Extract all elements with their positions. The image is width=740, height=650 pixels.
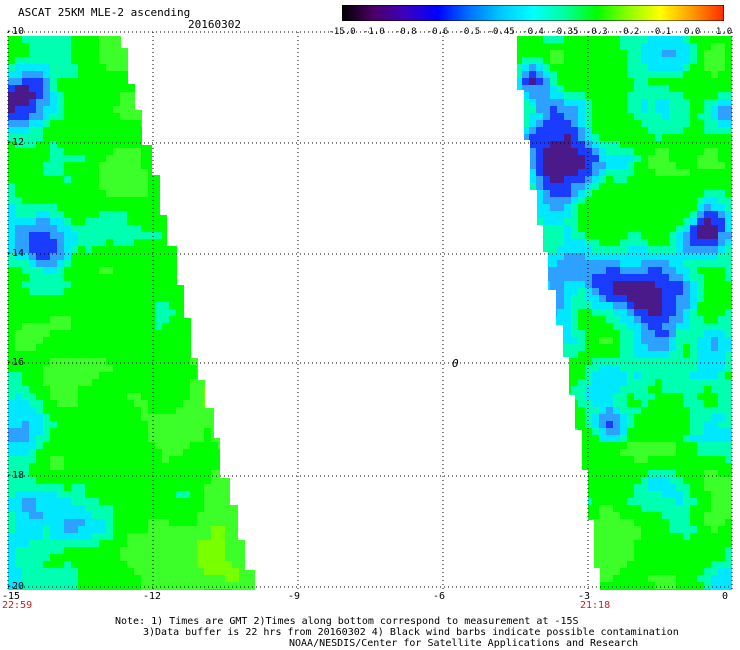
y-tick-label: -20 [6, 581, 25, 592]
colorbar-label: -0.6 [426, 27, 449, 37]
right-swath [517, 36, 732, 590]
y-tick-label: -18 [6, 470, 25, 481]
note-line-2: 3)Data buffer is 22 hrs from 20160302 4)… [143, 627, 679, 638]
y-tick-label: -12 [6, 137, 25, 148]
x-tick-label: 0 [722, 591, 729, 602]
left-swath [8, 36, 255, 590]
colorbar-label: -0.45 [487, 27, 515, 37]
y-tick-label: -16 [6, 357, 25, 368]
x-tick-label: -15 [2, 591, 21, 602]
colorbar-label: -0.5 [458, 27, 481, 37]
colorbar-label: -1.0 [362, 27, 385, 37]
map-date: 20160302 [188, 18, 241, 31]
time-right: 21:18 [580, 600, 611, 611]
x-tick-label: -12 [143, 591, 162, 602]
time-left: 22:59 [2, 600, 33, 611]
x-tick-label: -6 [433, 591, 446, 602]
note-line-1: Note: 1) Times are GMT 2)Times along bot… [115, 616, 579, 627]
center-mark: 0 [452, 357, 459, 370]
grid-lines [7, 31, 733, 590]
x-tick-label: -9 [288, 591, 301, 602]
note-line-3: NOAA/NESDIS/Center for Satellite Applica… [289, 638, 639, 649]
colorbar-label: -15.0 [328, 27, 356, 37]
map-title: ASCAT 25KM MLE-2 ascending [18, 6, 191, 19]
x-tick-label: -3 [578, 591, 591, 602]
y-tick-label: -10 [6, 26, 25, 37]
colorbar [342, 5, 724, 21]
y-tick-label: -14 [6, 248, 25, 259]
colorbar-label: -0.8 [394, 27, 417, 37]
